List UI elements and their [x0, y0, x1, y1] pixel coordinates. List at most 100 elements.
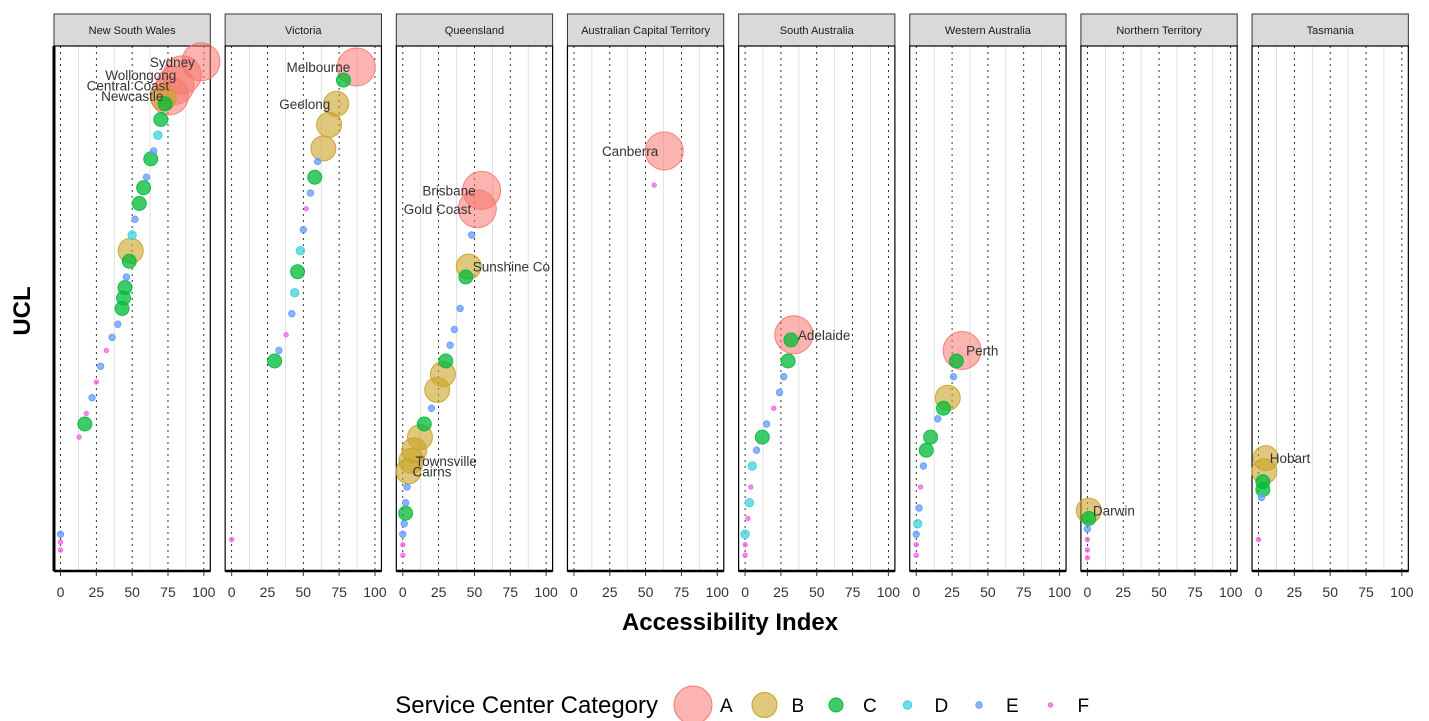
x-tick-label: 0 — [741, 584, 749, 600]
data-point-E — [456, 304, 464, 313]
data-point-F — [771, 405, 777, 411]
data-point-E — [915, 504, 923, 512]
data-point-E — [780, 373, 788, 381]
data-point-E — [114, 320, 122, 328]
strip-header — [909, 13, 1067, 47]
city-label: Townsville — [415, 454, 477, 469]
x-tick-label: 50 — [296, 584, 312, 600]
data-point-D — [153, 130, 163, 140]
x-tick-label: 50 — [638, 584, 654, 600]
data-point-E — [288, 310, 296, 318]
legend-key-D — [902, 700, 913, 710]
data-point-F — [283, 332, 289, 338]
data-point-C — [131, 196, 147, 211]
x-tick-label: 50 — [124, 584, 140, 600]
data-point-C — [157, 96, 173, 112]
x-tick-label: 25 — [1287, 584, 1303, 600]
legend-label: A — [720, 696, 733, 717]
city-label: Central Coast — [87, 78, 170, 93]
data-point-F — [76, 434, 82, 440]
legend-label: E — [1006, 696, 1019, 717]
data-point-E — [122, 273, 131, 281]
data-point-C — [416, 416, 432, 432]
data-point-A — [457, 189, 497, 229]
panel: Queensland 0 25 50 75 100 Brisbane Gold Coast Su… — [395, 13, 558, 600]
city-label: Newcastle — [101, 89, 163, 104]
panel: Victoria 0 25 50 75 100 Melbourne Geelong — [224, 13, 387, 600]
data-point-F — [1084, 536, 1091, 543]
strip-label: Tasmania — [1307, 25, 1355, 37]
data-point-E — [306, 189, 315, 197]
strip-label: Western Australia — [945, 25, 1032, 37]
data-point-B — [316, 111, 343, 138]
data-point-F — [913, 552, 919, 558]
x-tick-label: 100 — [1048, 584, 1072, 600]
data-point-C — [923, 429, 939, 445]
strip-header — [53, 13, 211, 47]
city-label: Geelong — [279, 97, 330, 112]
data-point-E — [467, 231, 476, 239]
data-point-B — [310, 135, 337, 162]
city-label: Darwin — [1093, 504, 1135, 519]
data-point-E — [1083, 525, 1092, 533]
legend-label: C — [863, 696, 877, 717]
x-tick-label: 50 — [809, 584, 825, 600]
data-point-E — [775, 388, 784, 397]
data-point-F — [745, 515, 751, 522]
city-label: Canberra — [602, 144, 659, 159]
data-point-E — [400, 520, 408, 528]
data-point-C — [153, 112, 169, 127]
legend-key-C — [828, 697, 844, 713]
city-label: Sydney — [150, 55, 195, 70]
legend: Service Center Category A B C D E F — [395, 685, 1090, 721]
panel: Australian Capital Territory 0 25 50 75 100 Ca… — [566, 13, 730, 600]
x-tick-label: 100 — [192, 584, 216, 600]
city-label: Sunshine Co — [473, 260, 550, 275]
data-point-C — [780, 353, 796, 369]
x-tick-label: 50 — [980, 584, 996, 600]
data-point-E — [1257, 493, 1266, 502]
legend-label: F — [1078, 696, 1090, 717]
x-tick-label: 25 — [1115, 584, 1131, 600]
x-tick-label: 75 — [1016, 584, 1032, 600]
data-point-C — [121, 253, 137, 269]
legend-label: B — [792, 696, 805, 717]
strip-header — [566, 13, 725, 47]
city-label: Hobart — [1270, 451, 1311, 466]
data-point-E — [450, 325, 459, 334]
x-tick-label: 25 — [431, 584, 447, 600]
strip-header — [395, 13, 554, 47]
data-point-C — [783, 332, 799, 348]
x-tick-label: 100 — [534, 584, 558, 600]
x-tick-label: 75 — [331, 584, 347, 600]
city-label: Adelaide — [798, 328, 851, 343]
data-point-F — [83, 410, 89, 417]
x-tick-label: 100 — [363, 584, 387, 600]
city-label: Gold Coast — [404, 202, 472, 217]
data-point-E — [56, 530, 65, 538]
x-tick-label: 75 — [160, 584, 176, 600]
city-label: Perth — [966, 344, 998, 359]
data-point-E — [446, 341, 454, 349]
data-point-E — [142, 173, 151, 181]
strip-header — [224, 13, 382, 47]
data-point-E — [403, 483, 411, 491]
data-point-E — [149, 147, 158, 155]
x-tick-label: 100 — [706, 584, 730, 600]
strip-label: Northern Territory — [1116, 25, 1202, 37]
data-point-E — [752, 446, 761, 454]
data-point-E — [427, 404, 436, 412]
data-point-F — [93, 379, 100, 385]
data-point-D — [295, 246, 306, 256]
data-point-D — [740, 529, 750, 539]
strip-label: New South Wales — [89, 25, 177, 37]
data-point-C — [307, 169, 323, 185]
city-label: Brisbane — [422, 183, 475, 198]
strip-label: Queensland — [445, 25, 504, 37]
panels-layer: New South Wales 0 25 50 75 100 SydneyWollongon… — [52, 13, 1414, 600]
data-point-F — [103, 347, 110, 354]
data-point-C — [754, 429, 770, 445]
x-tick-label: 0 — [228, 584, 236, 600]
data-point-C — [918, 442, 934, 458]
